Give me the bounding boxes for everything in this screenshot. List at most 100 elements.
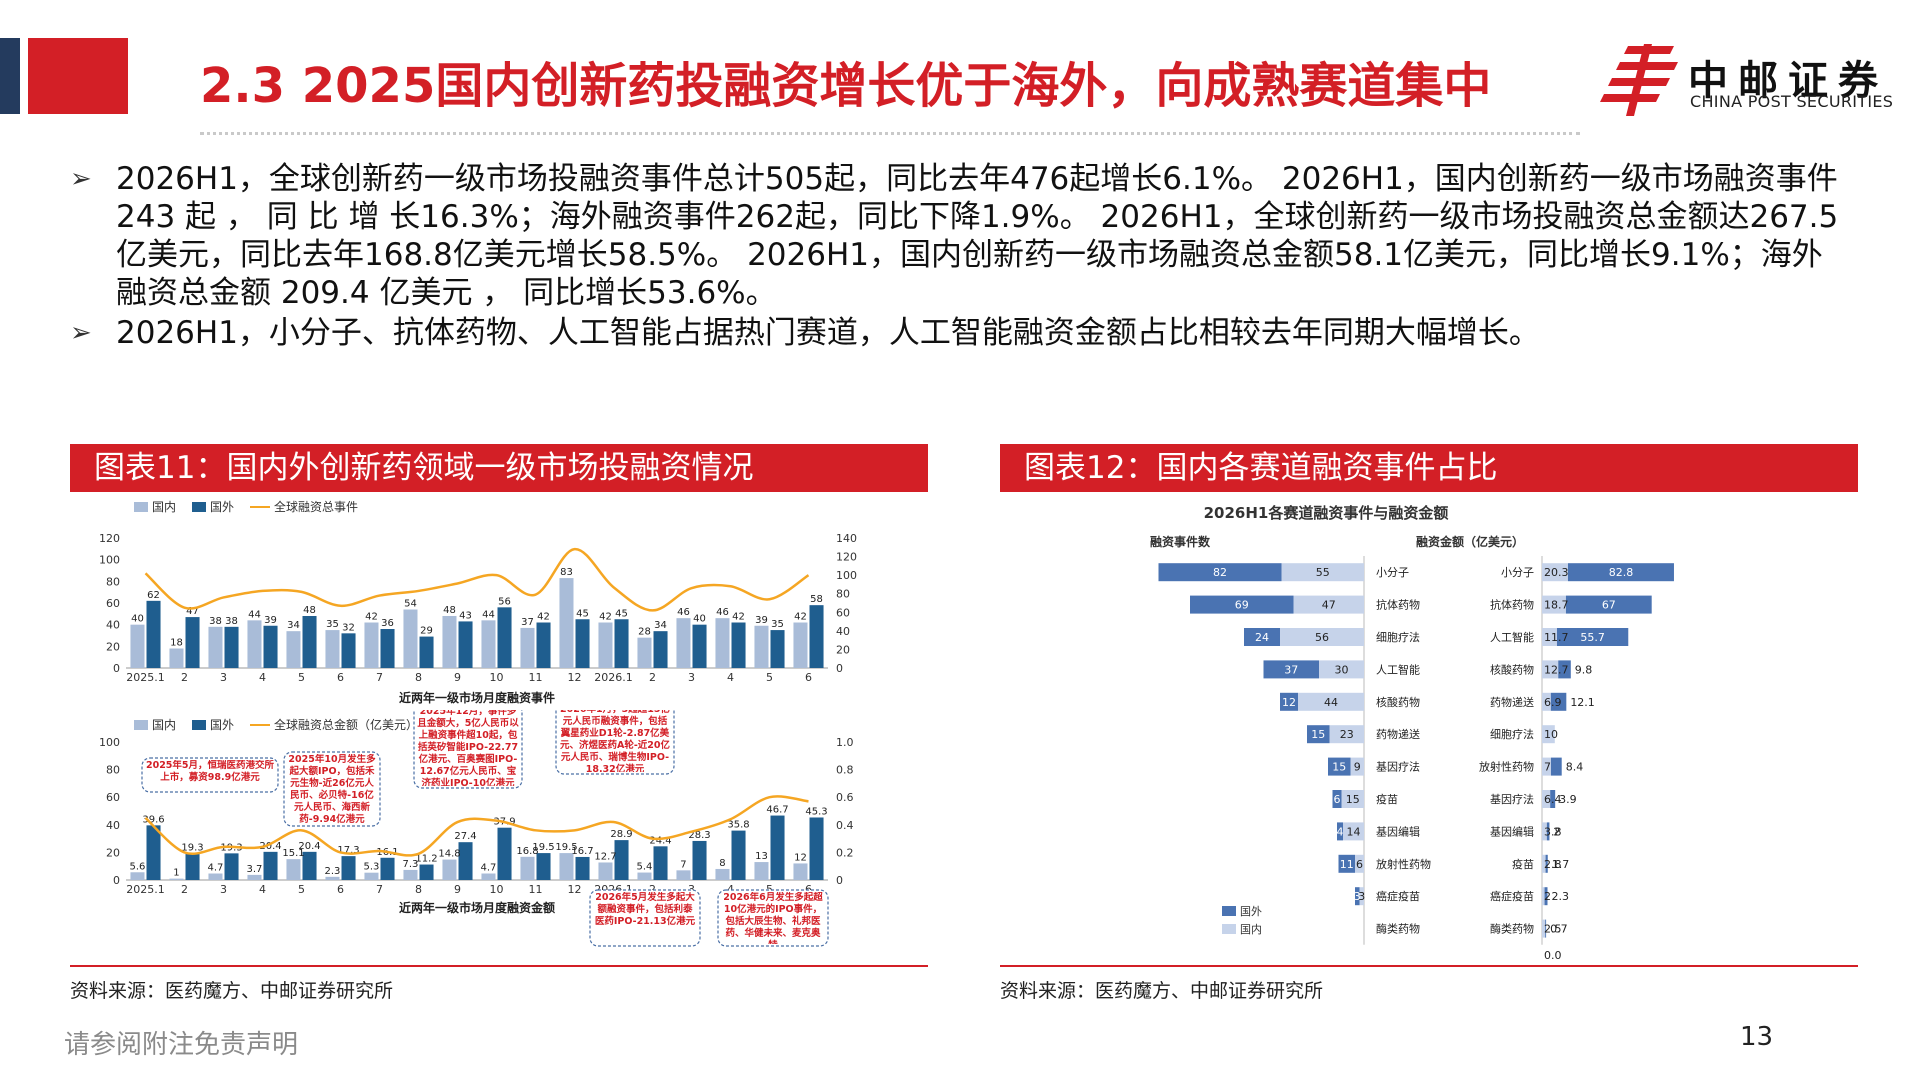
track-bar-domestic-events bbox=[1355, 854, 1364, 873]
annotation-2025-12-box bbox=[413, 710, 523, 789]
bar-overseas bbox=[692, 840, 707, 880]
data-label-overseas-amount: 55.7 bbox=[1580, 631, 1605, 644]
y-left-tick-label: 20 bbox=[106, 846, 120, 859]
x-tick-label: 7 bbox=[376, 671, 383, 684]
bar-domestic bbox=[559, 578, 574, 668]
track-category-label: 小分子 bbox=[1376, 566, 1409, 579]
annotation-2026-06-text: 2026年6月发生多起超10亿港元的IPO事件，包括大辰生物、礼邦医药、华健未来… bbox=[723, 892, 823, 944]
data-label-extra: 0.0 bbox=[1544, 949, 1562, 960]
y-left-tick-label: 100 bbox=[99, 736, 120, 749]
data-label-overseas: 56 bbox=[498, 596, 511, 607]
track-category-label: 癌症疫苗 bbox=[1490, 889, 1534, 903]
chart-title: 近两年一级市场月度融资事件 bbox=[399, 690, 555, 705]
data-label-overseas: 48 bbox=[303, 605, 316, 616]
annotation-2025-12-text-wrap: 2025年12月，事件多且金额大，5亿人民币以上融资事件超10起，包括英矽智能I… bbox=[417, 710, 519, 786]
data-label-overseas-amount: 3.9 bbox=[1559, 793, 1577, 806]
bar-overseas bbox=[770, 630, 785, 668]
bar-domestic bbox=[481, 873, 496, 880]
data-label-domestic: 4.7 bbox=[208, 863, 224, 874]
data-label-overseas: 17.3 bbox=[337, 845, 359, 856]
x-tick-label: 6 bbox=[805, 671, 812, 684]
header-accent-navy bbox=[0, 38, 20, 114]
track-category-label: 小分子 bbox=[1501, 566, 1534, 579]
track-bar-overseas-amount bbox=[1550, 790, 1556, 808]
data-label-overseas: 16.7 bbox=[571, 846, 593, 857]
bar-overseas bbox=[302, 616, 317, 668]
data-label-domestic-amount: 11.7 bbox=[1544, 631, 1569, 644]
data-label-domestic: 5.4 bbox=[637, 862, 653, 873]
track-bar-overseas-events bbox=[1328, 757, 1351, 776]
data-label-overseas: 45 bbox=[615, 608, 628, 619]
y-right-tick-label: 80 bbox=[836, 588, 850, 601]
y-right-tick-label: 0.4 bbox=[836, 819, 854, 832]
x-tick-label: 2 bbox=[181, 671, 188, 684]
logo-chinese-name: 中邮证券 bbox=[1688, 58, 1888, 104]
disclaimer-link[interactable]: 请参阅附注免责声明 bbox=[64, 1030, 299, 1060]
annotation-2026-05-box bbox=[589, 889, 701, 947]
x-tick-label: 5 bbox=[298, 671, 305, 684]
data-label-domestic: 12.7 bbox=[594, 851, 616, 862]
bar-overseas bbox=[380, 629, 395, 668]
track-bar-overseas-amount bbox=[1565, 595, 1652, 614]
data-label-domestic: 42 bbox=[599, 612, 612, 623]
data-label-domestic: 12 bbox=[794, 852, 807, 863]
data-label-overseas: 11.2 bbox=[415, 854, 437, 865]
panel1-source-divider bbox=[70, 965, 928, 967]
data-label-domestic: 35 bbox=[326, 619, 339, 630]
bar-overseas bbox=[653, 631, 668, 668]
annotation-2025-10-text: 2025年10月发生多起大额IPO，包括禾元生物-近26亿元人民币、必贝特-16… bbox=[288, 754, 376, 824]
bar-overseas bbox=[263, 851, 278, 880]
y-left-tick-label: 0 bbox=[113, 874, 120, 887]
x-tick-label: 5 bbox=[766, 883, 773, 896]
bar-overseas bbox=[341, 633, 356, 668]
x-tick-label: 3 bbox=[220, 883, 227, 896]
bar-overseas bbox=[380, 857, 395, 880]
y-left-tick-label: 80 bbox=[106, 764, 120, 777]
x-tick-label: 2025.1 bbox=[126, 671, 165, 684]
bar-overseas bbox=[809, 605, 824, 668]
track-category-label: 抗体药物 bbox=[1490, 598, 1534, 612]
y-left-tick-label: 40 bbox=[106, 619, 120, 632]
track-category-label: 基因疗法 bbox=[1376, 760, 1420, 774]
monthly-amount-chart: 国内 国外 全球融资总金额（亿美元） 0 20 40 60 80 100 0 0.2 0.4 0.6 0.… bbox=[99, 710, 854, 947]
data-label-domestic: 28 bbox=[638, 627, 651, 638]
track-bar-overseas-events bbox=[1263, 660, 1319, 679]
bar-overseas bbox=[458, 842, 473, 880]
data-label-overseas: 43 bbox=[459, 610, 472, 621]
bar-overseas bbox=[146, 825, 161, 880]
data-label-domestic: 1 bbox=[173, 868, 179, 879]
data-label-overseas: 35.8 bbox=[727, 820, 749, 831]
bar-domestic bbox=[637, 872, 652, 880]
data-label-domestic: 14.8 bbox=[438, 849, 460, 860]
data-label-domestic-events: 14 bbox=[1347, 825, 1361, 838]
bar-overseas bbox=[497, 607, 512, 668]
data-label-overseas-amount: 2 bbox=[1553, 825, 1560, 838]
data-label-overseas: 42 bbox=[537, 612, 550, 623]
data-label-overseas: 39.6 bbox=[142, 814, 164, 825]
track-bar-overseas-events bbox=[1338, 854, 1355, 873]
x-tick-label: 2 bbox=[649, 883, 656, 896]
data-label-overseas-events: 69 bbox=[1235, 599, 1249, 612]
bar-domestic bbox=[754, 862, 769, 880]
data-label-domestic: 37 bbox=[521, 617, 534, 628]
track-category-label: 细胞疗法 bbox=[1490, 727, 1534, 741]
y-left-tick-label: 120 bbox=[99, 532, 120, 545]
bar-domestic bbox=[169, 648, 184, 668]
data-label-overseas: 35 bbox=[771, 619, 784, 630]
track-category-label: 基因编辑 bbox=[1490, 824, 1534, 838]
track-bar-overseas-events bbox=[1355, 887, 1360, 906]
track-bar-domestic-amount bbox=[1542, 854, 1546, 873]
track-category-label: 细胞疗法 bbox=[1376, 630, 1420, 644]
bar-domestic bbox=[325, 630, 340, 668]
annotation-2025-05-text: 2025年5月，恒瑞医药港交所上市，募资98.9亿港元 bbox=[145, 760, 275, 783]
data-label-overseas: 24.4 bbox=[649, 835, 671, 846]
legend-swatch-domestic bbox=[134, 720, 148, 730]
track-category-label: 疫苗 bbox=[1376, 792, 1398, 806]
data-label-overseas: 45.3 bbox=[805, 806, 827, 817]
data-label-domestic-amount: 7 bbox=[1544, 761, 1551, 774]
data-label-domestic: 38 bbox=[209, 616, 222, 627]
bar-domestic bbox=[286, 631, 301, 668]
legend-swatch-domestic bbox=[1222, 924, 1236, 934]
data-label-overseas: 47 bbox=[186, 606, 199, 617]
